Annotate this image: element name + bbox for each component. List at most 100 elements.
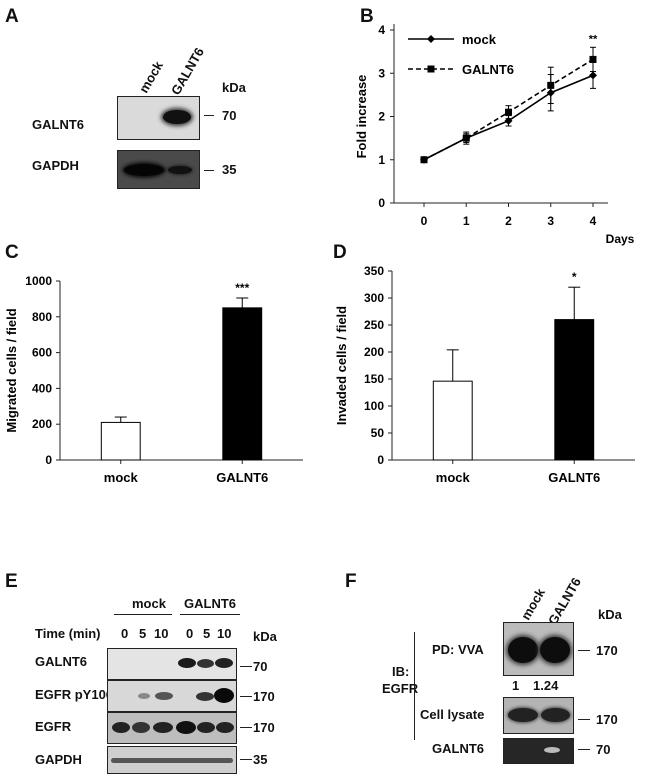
group-label-mock: mock [132, 596, 166, 611]
marker-70: 70 [253, 659, 268, 674]
y-tick-label: 150 [364, 372, 384, 386]
bar-galnt6 [222, 307, 263, 461]
kda-label: kDa [253, 629, 277, 644]
marker-35: 35 [253, 752, 268, 767]
y-tick-label: 1000 [25, 274, 52, 288]
y-tick-label: 800 [32, 310, 52, 324]
y-tick-label: 600 [32, 346, 52, 360]
y-tick-label: 0 [378, 196, 385, 210]
data-point-galnt6 [505, 108, 512, 116]
marker-35: 35 [222, 162, 237, 177]
significance-label: *** [235, 281, 249, 295]
y-tick-label: 400 [32, 381, 52, 395]
lane-label-galnt6: GALNT6 [168, 44, 207, 98]
marker-70: 70 [222, 108, 237, 123]
legend-marker [427, 65, 435, 73]
time-0: 0 [186, 626, 194, 641]
blot-galnt6 [117, 96, 200, 140]
blot-pd-vva [503, 622, 574, 676]
time-10: 10 [154, 626, 169, 641]
x-tick-label: mock [436, 470, 471, 485]
blot-row-label: GAPDH [32, 158, 79, 173]
lysate-label: Cell lysate [420, 707, 485, 722]
blot-egfr [107, 712, 237, 744]
panel-e-label: E [5, 571, 18, 592]
y-axis-title: Migrated cells / field [4, 308, 19, 432]
bar-galnt6 [554, 319, 595, 461]
panel-d-label: D [333, 242, 347, 263]
y-tick-label: 200 [364, 345, 384, 359]
chart-b: 0 1 2 3 4 0 1 2 3 4 Days Fold increase mock GALNT6 ** [354, 23, 635, 246]
time-5: 5 [203, 626, 211, 641]
x-tick-label: 0 [421, 214, 428, 228]
x-tick-label: 1 [463, 214, 470, 228]
ib-label: IB: [392, 664, 410, 679]
x-axis-title: Days [606, 232, 635, 246]
lane-label-galnt6: GALNT6 [545, 574, 584, 628]
panel-f-label: F [345, 571, 357, 592]
y-tick-label: 1 [378, 153, 385, 167]
x-tick-label: mock [104, 470, 139, 485]
blot-row-label: GAPDH [35, 752, 82, 767]
y-tick-label: 4 [378, 23, 385, 37]
bar-mock [432, 380, 473, 461]
group-label-galnt6: GALNT6 [184, 596, 236, 611]
quant-mock: 1 [512, 678, 520, 693]
marker-170: 170 [253, 720, 275, 735]
galnt6-label: GALNT6 [432, 741, 484, 756]
blot-egfr-py1068 [107, 680, 237, 712]
chart-c: 0 200 400 600 800 1000 Migrated cells / field m… [4, 274, 303, 485]
chart-d: 0 50 100 150 200 250 300 350 Invaded cells / fie… [334, 264, 635, 485]
bar-mock [100, 421, 141, 461]
x-tick-label: GALNT6 [216, 470, 268, 485]
blot-galnt6 [503, 738, 574, 764]
legend-label: mock [462, 32, 497, 47]
data-point-galnt6 [547, 81, 555, 89]
lane-label-mock: mock [136, 58, 166, 96]
blot-row-label: GALNT6 [35, 654, 87, 669]
time-10: 10 [217, 626, 232, 641]
blot-row-label: EGFR [35, 719, 72, 734]
blot-cell-lysate [503, 697, 574, 734]
x-tick-label: 3 [547, 214, 554, 228]
pd-label: PD: VVA [432, 642, 484, 657]
time-label: Time (min) [35, 626, 101, 641]
legend-label: GALNT6 [462, 62, 514, 77]
blot-gapdh [107, 746, 237, 774]
y-tick-label: 50 [371, 426, 385, 440]
blot-galnt6 [107, 648, 237, 680]
y-tick-label: 250 [364, 318, 384, 332]
significance-label: ** [589, 33, 598, 45]
significance-label: * [572, 270, 577, 284]
quant-galnt6: 1.24 [533, 678, 559, 693]
data-point-galnt6 [462, 134, 470, 142]
y-tick-label: 2 [378, 110, 385, 124]
y-axis-title: Fold increase [354, 75, 369, 159]
blot-gapdh [117, 150, 200, 189]
y-tick-label: 350 [364, 264, 384, 278]
y-tick-label: 100 [364, 399, 384, 413]
x-tick-label: 4 [590, 214, 597, 228]
y-tick-label: 0 [45, 453, 52, 467]
kda-label: kDa [222, 80, 246, 95]
panel-a-label: A [5, 6, 19, 27]
marker-170: 170 [253, 689, 275, 704]
data-point-galnt6 [420, 156, 428, 164]
time-5: 5 [139, 626, 147, 641]
x-tick-label: 2 [505, 214, 512, 228]
panel-c-label: C [5, 242, 19, 263]
y-tick-label: 300 [364, 291, 384, 305]
time-0: 0 [121, 626, 129, 641]
y-tick-label: 200 [32, 417, 52, 431]
ib-target-label: EGFR [382, 681, 419, 696]
blot-row-label: GALNT6 [32, 117, 84, 132]
y-axis-title: Invaded cells / field [334, 306, 349, 425]
panel-b-label: B [360, 6, 374, 27]
kda-label: kDa [598, 607, 622, 622]
blot-row-label: EGFR pY1068 [35, 687, 121, 702]
marker-170: 170 [596, 712, 618, 727]
lane-label-mock: mock [518, 585, 548, 623]
marker-70: 70 [596, 742, 611, 757]
data-point-galnt6 [589, 55, 597, 63]
y-tick-label: 0 [377, 453, 384, 467]
